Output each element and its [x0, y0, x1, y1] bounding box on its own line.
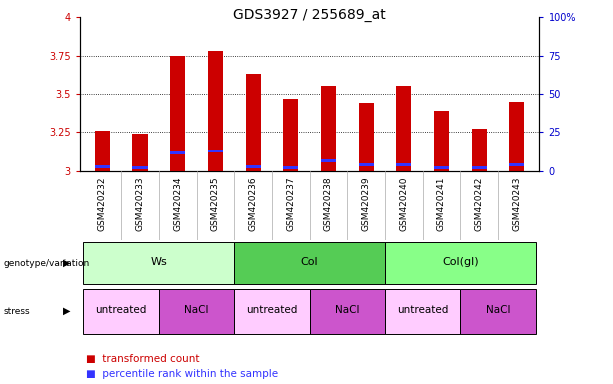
- Bar: [321, 86, 336, 171]
- Text: NaCl: NaCl: [485, 305, 510, 315]
- Text: GSM420237: GSM420237: [286, 176, 295, 231]
- Text: GSM420232: GSM420232: [98, 176, 107, 231]
- Bar: [170, 56, 185, 171]
- Text: untreated: untreated: [397, 305, 448, 315]
- Bar: [283, 166, 299, 169]
- Bar: [245, 165, 261, 168]
- Bar: [310, 289, 385, 333]
- Text: ■  percentile rank within the sample: ■ percentile rank within the sample: [86, 369, 278, 379]
- Text: genotype/variation: genotype/variation: [3, 258, 89, 268]
- Bar: [434, 111, 449, 171]
- Text: GSM420240: GSM420240: [399, 176, 408, 231]
- Text: GSM420238: GSM420238: [324, 176, 333, 231]
- Bar: [132, 166, 148, 169]
- Bar: [385, 289, 460, 333]
- Bar: [234, 242, 385, 284]
- Bar: [509, 163, 524, 166]
- Bar: [283, 99, 299, 171]
- Text: GSM420243: GSM420243: [512, 176, 521, 231]
- Text: GSM420235: GSM420235: [211, 176, 220, 231]
- Bar: [471, 129, 487, 171]
- Bar: [83, 242, 234, 284]
- Text: GSM420242: GSM420242: [474, 176, 484, 231]
- Text: Ws: Ws: [150, 257, 167, 267]
- Text: GDS3927 / 255689_at: GDS3927 / 255689_at: [233, 8, 386, 22]
- Text: GSM420233: GSM420233: [135, 176, 145, 231]
- Bar: [208, 149, 223, 152]
- Bar: [460, 289, 536, 333]
- Text: ▶: ▶: [63, 306, 70, 316]
- Text: ▶: ▶: [63, 258, 70, 268]
- Text: GSM420239: GSM420239: [362, 176, 371, 231]
- Bar: [170, 151, 185, 154]
- Bar: [159, 289, 234, 333]
- Bar: [359, 163, 374, 166]
- Bar: [396, 163, 411, 166]
- Bar: [95, 165, 110, 168]
- Text: NaCl: NaCl: [335, 305, 359, 315]
- Bar: [434, 166, 449, 169]
- Bar: [396, 86, 411, 171]
- Bar: [359, 103, 374, 171]
- Text: GSM420241: GSM420241: [437, 176, 446, 231]
- Text: Col: Col: [301, 257, 318, 267]
- Bar: [385, 242, 536, 284]
- Bar: [471, 166, 487, 169]
- Bar: [245, 74, 261, 171]
- Bar: [83, 289, 159, 333]
- Text: GSM420236: GSM420236: [248, 176, 257, 231]
- Bar: [95, 131, 110, 171]
- Bar: [321, 159, 336, 162]
- Bar: [132, 134, 148, 171]
- Text: stress: stress: [3, 306, 29, 316]
- Text: NaCl: NaCl: [185, 305, 209, 315]
- Bar: [208, 51, 223, 171]
- Text: untreated: untreated: [246, 305, 297, 315]
- Text: untreated: untreated: [96, 305, 147, 315]
- Bar: [509, 102, 524, 171]
- Bar: [234, 289, 310, 333]
- Text: Col(gl): Col(gl): [442, 257, 479, 267]
- Text: ■  transformed count: ■ transformed count: [86, 354, 199, 364]
- Text: GSM420234: GSM420234: [173, 176, 182, 231]
